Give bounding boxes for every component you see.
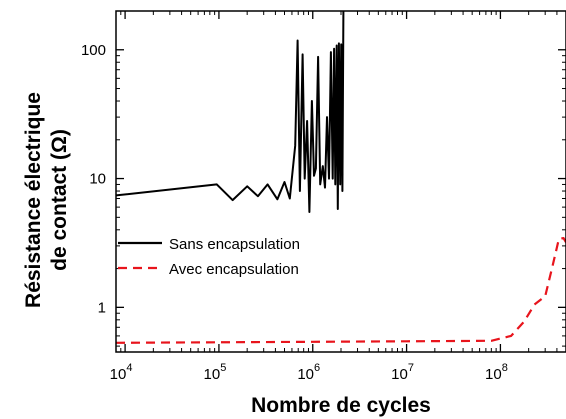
x-tick-label: 105 bbox=[204, 362, 227, 383]
y-axis-title-line-1: Résistance électrique bbox=[22, 92, 45, 308]
y-tick-label: 1 bbox=[98, 299, 106, 316]
x-tick-label: 106 bbox=[297, 362, 320, 383]
series-line-sans-encapsulation bbox=[116, 11, 345, 213]
y-tick-label: 10 bbox=[89, 171, 106, 188]
x-tick-label: 108 bbox=[485, 362, 508, 383]
y-ticks: 1 10 100 bbox=[81, 10, 566, 347]
series-layer bbox=[116, 11, 566, 344]
x-axis-title: Nombre de cycles bbox=[251, 394, 431, 417]
x-tick-label: 104 bbox=[110, 362, 133, 383]
x-ticks: 104 105 106 107 108 bbox=[110, 11, 566, 383]
y-axis-title-line-2: de contact (Ω) bbox=[48, 129, 71, 271]
series-line-avec-encapsulation bbox=[116, 237, 566, 344]
legend: Sans encapsulation Avec encapsulation bbox=[118, 236, 300, 278]
legend-label-avec-encapsulation: Avec encapsulation bbox=[169, 261, 299, 278]
y-tick-label: 100 bbox=[81, 42, 106, 59]
legend-label-sans-encapsulation: Sans encapsulation bbox=[169, 236, 300, 253]
x-tick-label: 107 bbox=[391, 362, 414, 383]
y-axis-title: Résistance électrique de contact (Ω) bbox=[22, 92, 71, 308]
